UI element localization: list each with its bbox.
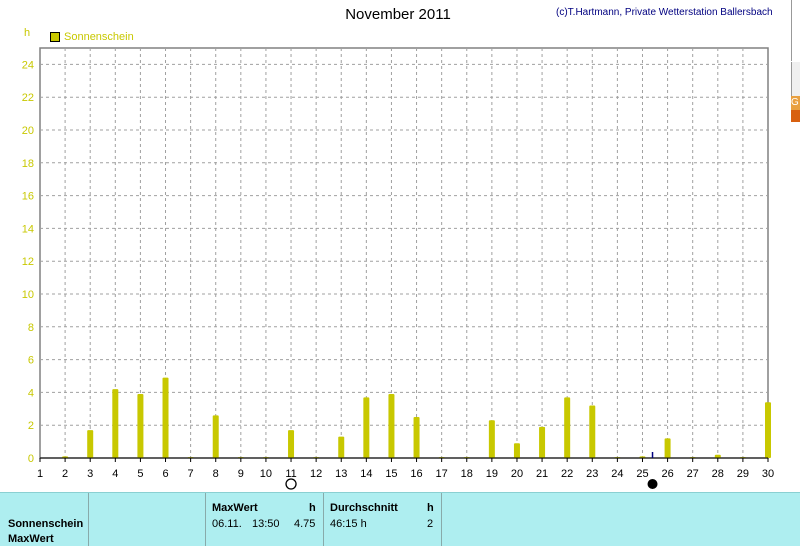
x-tick-label: 29	[737, 468, 749, 480]
x-tick-label: 30	[762, 468, 774, 480]
sunshine-bar	[388, 394, 395, 458]
x-tick-label: 14	[360, 468, 372, 480]
sunshine-bar	[413, 417, 420, 458]
sunshine-bar	[539, 426, 546, 458]
y-tick-label: 6	[28, 355, 34, 367]
sunshine-bar	[564, 397, 571, 458]
x-tick-label: 27	[687, 468, 699, 480]
x-tick-label: 8	[213, 468, 219, 480]
x-tick-label: 6	[162, 468, 168, 480]
avg-value: 46:15 h	[330, 518, 367, 530]
avg-header: Durchschnitt	[330, 502, 398, 514]
x-tick-label: 5	[137, 468, 143, 480]
row-label-sonnenschein: Sonnenschein	[8, 518, 84, 530]
full-moon-icon	[285, 478, 297, 490]
maxwert-date: 06.11.	[212, 518, 242, 530]
maxwert-value: 4.75	[294, 518, 316, 530]
empty-column	[89, 493, 206, 546]
maxwert-header: MaxWert	[212, 502, 258, 514]
sunshine-bar	[488, 420, 495, 458]
y-tick-label: 8	[28, 322, 34, 334]
maxwert-unit: h	[309, 502, 316, 514]
row-label-maxwert: MaxWert	[8, 533, 54, 545]
x-tick-label: 25	[636, 468, 648, 480]
sunshine-bar	[87, 430, 94, 458]
x-tick-label: 10	[260, 468, 272, 480]
sunshine-bar	[664, 438, 671, 458]
x-tick-label: 1	[37, 468, 43, 480]
chart-title: November 2011	[345, 6, 451, 23]
x-tick-label: 16	[410, 468, 422, 480]
row-label-column: Sonnenschein MaxWert	[0, 493, 89, 546]
x-tick-label: 3	[87, 468, 93, 480]
sunshine-bar	[363, 397, 370, 458]
y-tick-label: 0	[28, 453, 34, 465]
x-tick-label: 15	[385, 468, 397, 480]
avg-column: Durchschnitt h 46:15 h 2	[324, 493, 442, 546]
plot-frame	[39, 47, 769, 459]
legend: Sonnenschein	[50, 31, 134, 43]
x-tick-label: 7	[188, 468, 194, 480]
sunshine-bar	[112, 389, 119, 458]
y-tick-label: 14	[22, 223, 34, 235]
sunshine-bar	[714, 454, 721, 458]
y-tick-label: 24	[22, 59, 34, 71]
y-tick-label: 12	[22, 256, 34, 268]
sunshine-bar	[137, 394, 144, 458]
window-edge: G	[791, 0, 800, 130]
x-tick-label: 26	[661, 468, 673, 480]
y-tick-label: 4	[28, 387, 34, 399]
y-tick-label: 16	[22, 191, 34, 203]
sunshine-bar	[212, 415, 219, 458]
x-tick-label: 22	[561, 468, 573, 480]
x-tick-label: 12	[310, 468, 322, 480]
x-tick-label: 11	[285, 468, 296, 480]
x-tick-label: 21	[536, 468, 548, 480]
x-tick-label: 24	[611, 468, 623, 480]
x-tick-label: 13	[335, 468, 347, 480]
x-tick-label: 2	[62, 468, 68, 480]
x-tick-label: 28	[712, 468, 724, 480]
x-tick-label: 23	[586, 468, 598, 480]
sunshine-bar	[338, 436, 345, 458]
maxwert-time: 13:50	[252, 518, 280, 530]
sunshine-bar	[288, 430, 295, 458]
y-axis-unit: h	[24, 27, 31, 39]
y-tick-label: 22	[22, 92, 34, 104]
x-tick-label: 20	[511, 468, 523, 480]
avg-unit: h	[427, 502, 434, 514]
new-moon-icon	[647, 479, 658, 489]
y-tick-label: 18	[22, 158, 34, 170]
maxwert-column: MaxWert h 06.11. 13:50 4.75	[206, 493, 324, 546]
sunshine-bar	[162, 377, 169, 458]
x-tick-label: 18	[461, 468, 473, 480]
x-tick-label: 17	[436, 468, 448, 480]
x-tick-label: 4	[112, 468, 118, 480]
sunshine-bar	[513, 443, 520, 458]
y-tick-label: 2	[28, 420, 34, 432]
sunshine-bar	[765, 402, 771, 458]
legend-swatch	[50, 32, 60, 42]
x-tick-label: 19	[486, 468, 498, 480]
y-tick-label: 10	[22, 289, 34, 301]
avg-count: 2	[427, 518, 434, 530]
copyright-text: (c)T.Hartmann, Private Wetterstation Bal…	[556, 7, 773, 18]
legend-label: Sonnenschein	[64, 31, 134, 43]
y-tick-label: 20	[22, 125, 34, 137]
summary-table: Sonnenschein MaxWert MaxWert h 06.11. 13…	[0, 492, 800, 546]
x-tick-label: 9	[238, 468, 244, 480]
sunshine-bar	[589, 405, 596, 458]
